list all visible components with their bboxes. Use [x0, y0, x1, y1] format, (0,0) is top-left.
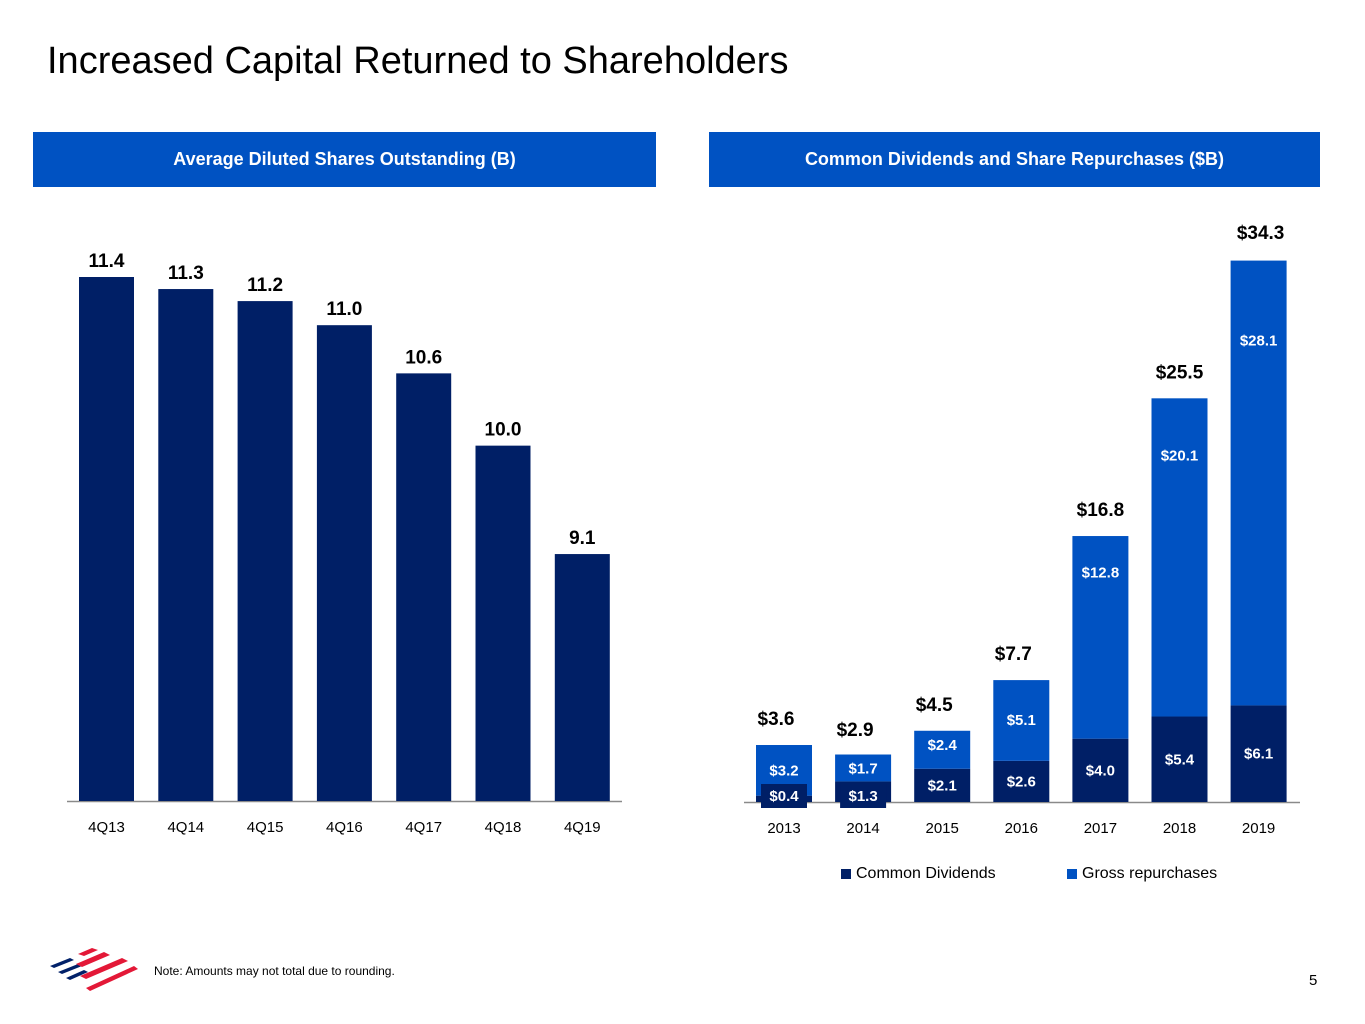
x-tick-2018: 2018 [1163, 820, 1196, 837]
bar-segment-dividends-2019 [1230, 705, 1287, 802]
total-label-2017: $16.8 [1077, 500, 1125, 521]
x-tick-2019: 2019 [1242, 820, 1275, 837]
x-tick-4Q14: 4Q14 [167, 819, 204, 836]
legend-item-common-dividends: Common Dividends [841, 865, 996, 883]
data-label-dividends-2014: $1.3 [848, 788, 877, 805]
legend-item-gross-repurchases: Gross repurchases [1067, 865, 1217, 883]
data-label-4Q14: 11.3 [168, 263, 204, 284]
bar-segment-repurchases-2016 [993, 680, 1050, 761]
logo-red-stripes [76, 948, 138, 991]
x-tick-2013: 2013 [767, 820, 800, 837]
x-tick-2015: 2015 [926, 820, 959, 837]
footnote: Note: Amounts may not total due to round… [154, 964, 395, 978]
total-label-2018: $25.5 [1156, 362, 1204, 383]
total-label-2015: $4.5 [916, 695, 953, 716]
bar-segment-dividends-2015 [914, 768, 971, 802]
chart-1-title-banner: Average Diluted Shares Outstanding (B) [33, 132, 656, 187]
data-label-dividends-2018: $5.4 [1165, 751, 1195, 768]
total-label-2013: $3.6 [758, 709, 795, 730]
bar-segment-dividends-2018 [1151, 716, 1208, 802]
bar-4Q17 [396, 373, 452, 801]
bar-segment-repurchases-2017 [1072, 536, 1129, 739]
data-label-4Q19: 9.1 [569, 528, 596, 549]
x-tick-2017: 2017 [1084, 820, 1117, 837]
x-tick-4Q17: 4Q17 [405, 819, 442, 836]
data-label-4Q13: 11.4 [89, 251, 125, 272]
data-label-repurchases-2013: $3.2 [769, 762, 798, 779]
bar-segment-dividends-2016 [993, 760, 1050, 802]
bar-4Q19 [554, 554, 610, 801]
bar-4Q15 [237, 301, 293, 801]
x-tick-2016: 2016 [1005, 820, 1038, 837]
data-label-repurchases-2015: $2.4 [928, 737, 958, 754]
legend-label: Gross repurchases [1082, 865, 1218, 882]
x-tick-2014: 2014 [846, 820, 879, 837]
total-label-2014: $2.9 [837, 720, 874, 741]
x-tick-4Q18: 4Q18 [485, 819, 522, 836]
label-box-dividends-2013 [761, 784, 807, 808]
page-title: Increased Capital Returned to Shareholde… [47, 40, 789, 82]
data-label-repurchases-2019: $28.1 [1240, 333, 1278, 350]
bar-segment-repurchases-2014 [835, 754, 892, 782]
data-label-4Q15: 11.2 [247, 275, 283, 296]
legend-swatch-bright-blue [1067, 869, 1077, 879]
page-number: 5 [1309, 972, 1318, 989]
bar-4Q18 [475, 445, 531, 801]
total-label-2019: $34.3 [1237, 223, 1285, 244]
data-label-4Q16: 11.0 [326, 299, 362, 320]
data-label-dividends-2019: $6.1 [1244, 746, 1273, 763]
bar-4Q16 [316, 325, 372, 801]
data-label-repurchases-2014: $1.7 [848, 761, 877, 778]
data-label-dividends-2015: $2.1 [928, 777, 957, 794]
bar-segment-repurchases-2015 [914, 730, 971, 769]
bar-segment-repurchases-2019 [1230, 260, 1287, 706]
legend-swatch-dark-navy [841, 869, 851, 879]
chart-2-title-banner: Common Dividends and Share Repurchases (… [709, 132, 1320, 187]
legend-label: Common Dividends [856, 865, 996, 882]
x-tick-4Q16: 4Q16 [326, 819, 363, 836]
logo-blue-stripes [50, 958, 88, 980]
data-label-dividends-2017: $4.0 [1086, 762, 1115, 779]
bar-segment-dividends-2017 [1072, 738, 1129, 802]
data-label-repurchases-2016: $5.1 [1007, 712, 1036, 729]
data-label-4Q18: 10.0 [485, 420, 522, 441]
data-label-dividends-2016: $2.6 [1007, 773, 1036, 790]
x-tick-4Q15: 4Q15 [247, 819, 284, 836]
label-box-dividends-2014 [840, 784, 887, 808]
total-label-2016: $7.7 [995, 644, 1032, 665]
data-label-repurchases-2017: $12.8 [1082, 565, 1120, 582]
data-label-4Q17: 10.6 [405, 347, 442, 368]
bar-4Q13 [79, 277, 134, 801]
bar-segment-repurchases-2018 [1151, 398, 1208, 717]
x-tick-4Q13: 4Q13 [88, 819, 125, 836]
bar-4Q14 [158, 289, 214, 801]
data-label-repurchases-2018: $20.1 [1161, 448, 1199, 465]
x-tick-4Q19: 4Q19 [564, 819, 601, 836]
bank-flag-logo-icon [50, 948, 138, 991]
data-label-dividends-2013: $0.4 [769, 788, 799, 805]
